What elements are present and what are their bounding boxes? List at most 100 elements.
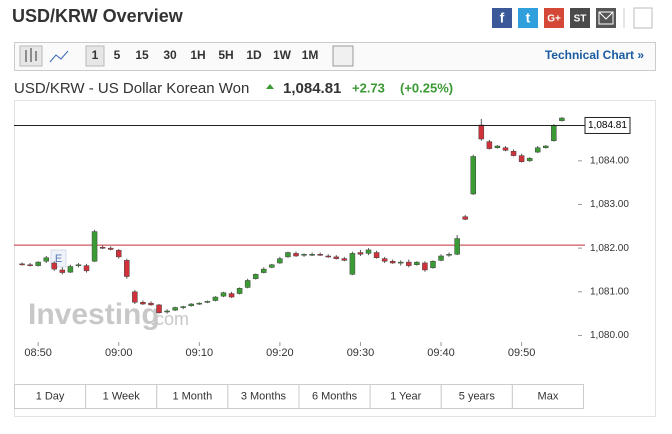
quote-change-pct: (+0.25%) (400, 80, 453, 95)
candle-body (526, 157, 533, 162)
candle-body (156, 304, 162, 314)
range-label[interactable]: 1 Day (36, 390, 65, 402)
range-label[interactable]: Max (538, 390, 559, 402)
stocktwits-label: ST (574, 14, 587, 25)
candle-body (236, 288, 243, 294)
up-arrow (266, 84, 274, 89)
logo-brand: Investing (28, 298, 160, 331)
candle-body (349, 253, 356, 275)
candle-body (365, 249, 372, 254)
candle-body (228, 293, 235, 298)
y-tick-label: 1,083.00 (590, 199, 629, 210)
candle-body (381, 258, 388, 262)
range-button[interactable] (298, 384, 371, 409)
candle-body (27, 264, 33, 266)
candle-body (446, 254, 452, 256)
last-price-label: 1,084.81 (588, 120, 627, 131)
candle-body (99, 247, 106, 249)
candle-body (252, 274, 259, 279)
email-glyph (598, 11, 614, 25)
facebook-label: f (500, 10, 505, 26)
y-tick-label: 1,080.00 (590, 330, 629, 341)
x-tick-label: 09:20 (266, 347, 294, 359)
interval-button[interactable]: 1W (273, 48, 292, 62)
logo-suffix: .com (150, 309, 189, 329)
x-tick-label: 09:40 (427, 347, 455, 359)
candle-body (220, 292, 227, 297)
range-button[interactable] (440, 384, 513, 409)
candle-body (148, 302, 154, 306)
y-tick-label: 1,081.00 (590, 286, 629, 297)
range-label[interactable]: 1 Week (103, 390, 141, 402)
gplus-icon[interactable] (544, 8, 564, 28)
chart-frame (14, 100, 656, 417)
interval-button[interactable]: 30 (163, 48, 177, 62)
facebook-icon[interactable] (492, 8, 512, 28)
interval-button[interactable]: 1M (302, 48, 319, 62)
twitter-label: t (526, 10, 531, 26)
range-label[interactable]: 5 years (459, 390, 496, 402)
candle-body (35, 261, 41, 266)
candle-body (534, 147, 541, 153)
candle-body (107, 247, 114, 250)
range-label[interactable]: 1 Month (172, 390, 212, 402)
candle-body (454, 238, 460, 255)
range-label[interactable]: 6 Months (312, 390, 358, 402)
interval-button[interactable]: 5 (114, 48, 121, 62)
candle-body (180, 306, 186, 308)
settings-button[interactable] (332, 45, 354, 67)
range-button[interactable] (156, 384, 229, 409)
candle-body (59, 269, 66, 273)
candle-body (269, 264, 275, 268)
twitter-icon[interactable] (518, 8, 538, 28)
x-tick-label: 08:50 (24, 347, 52, 359)
candle-body (430, 260, 436, 269)
range-button[interactable] (511, 384, 584, 409)
interval-button[interactable]: 1 (92, 48, 99, 62)
candle-body (277, 258, 283, 264)
candle-body (83, 265, 90, 272)
candle-body (301, 254, 307, 256)
candle-body (478, 124, 485, 140)
candle-body (293, 253, 299, 257)
candle-body (51, 262, 58, 270)
gplus-label: G+ (547, 14, 561, 25)
range-button[interactable] (369, 384, 442, 409)
interval-button-active[interactable] (85, 45, 105, 67)
candle-body (341, 258, 348, 261)
range-label[interactable]: 1 Year (390, 390, 422, 402)
candle-body (75, 264, 82, 266)
title: USD/KRW Overview (12, 6, 184, 26)
candle-body (196, 302, 203, 305)
candle-body (317, 254, 323, 256)
interval-button[interactable]: 5H (218, 48, 233, 62)
quote-change: +2.73 (352, 80, 385, 95)
candle-body (518, 155, 525, 162)
candle-body (551, 125, 557, 142)
interval-button[interactable]: 1D (246, 48, 262, 62)
x-tick-label: 09:10 (186, 347, 214, 359)
candle-body (357, 252, 364, 255)
range-label[interactable]: 3 Months (241, 390, 287, 402)
candle-body (333, 256, 340, 259)
candle-body (115, 250, 122, 258)
candle-body (397, 261, 404, 264)
interval-button[interactable]: 15 (135, 48, 149, 62)
candle-body (406, 261, 412, 266)
range-button[interactable] (85, 384, 158, 409)
last-price-box (584, 116, 631, 134)
range-button[interactable] (227, 384, 300, 409)
interval-button[interactable]: 1H (190, 48, 205, 62)
candle-body (502, 147, 509, 151)
technical-chart-link[interactable]: Technical Chart » (545, 48, 644, 62)
y-tick-label: 1,084.00 (590, 155, 629, 166)
event-label: E (55, 253, 62, 265)
email-icon[interactable] (596, 8, 616, 28)
stocktwits-icon[interactable] (570, 8, 590, 28)
candle-body (543, 145, 549, 148)
line-type-button[interactable] (49, 50, 69, 63)
candle-body (309, 254, 315, 256)
print-icon[interactable] (633, 7, 653, 29)
range-button[interactable] (14, 384, 87, 409)
candle-body (91, 231, 98, 262)
